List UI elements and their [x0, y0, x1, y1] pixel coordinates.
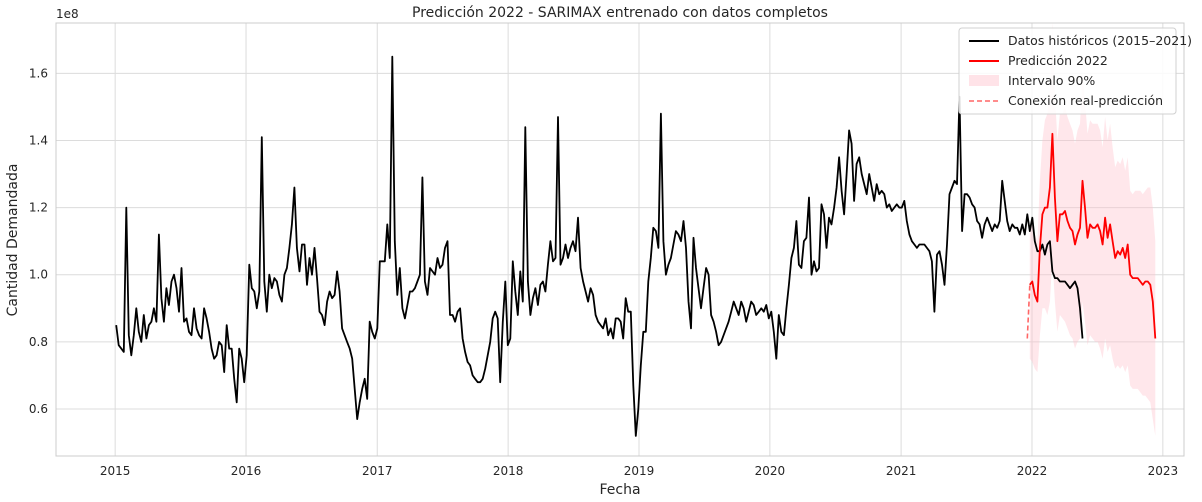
legend-label-historical: Datos históricos (2015–2021)	[1008, 33, 1192, 48]
forecast-line	[1029, 132, 1157, 339]
x-tick-label: 2022	[1017, 464, 1048, 478]
x-tick-label: 2016	[231, 464, 262, 478]
x-axis-label: Fecha	[599, 482, 640, 498]
legend: Datos históricos (2015–2021) Predicción …	[958, 27, 1192, 115]
legend-label-forecast: Predicción 2022	[1008, 53, 1108, 68]
y-tick-label: 0.8	[29, 335, 48, 349]
x-tick-label: 2018	[493, 464, 524, 478]
chart-title: Predicción 2022 - SARIMAX entrenado con …	[412, 5, 828, 21]
y-tick-label: 1.4	[29, 133, 48, 147]
legend-label-interval: Intervalo 90%	[1008, 73, 1095, 88]
y-tick-labels: 0.6 0.8 1.0 1.2 1.4 1.6	[29, 66, 48, 416]
x-tick-label: 2019	[624, 464, 655, 478]
confidence-band-group	[1029, 23, 1156, 436]
x-tick-label: 2017	[362, 464, 393, 478]
y-tick-label: 1.0	[29, 268, 48, 282]
x-tick-labels: 2015 2016 2017 2018 2019 2020 2021 2022 2023	[100, 464, 1178, 478]
y-tick-label: 1.6	[29, 66, 48, 80]
legend-label-connection: Conexión real-predicción	[1008, 93, 1163, 108]
confidence-band	[1029, 23, 1156, 436]
y-tick-label: 1.2	[29, 201, 48, 215]
plot-frame	[55, 22, 1185, 457]
y-tick-label: 0.6	[29, 402, 48, 416]
connection-line	[1026, 284, 1031, 339]
x-tick-label: 2021	[886, 464, 917, 478]
legend-box	[958, 27, 1177, 115]
historical-line	[115, 55, 1084, 437]
x-tick-label: 2015	[100, 464, 131, 478]
x-tick-label: 2020	[755, 464, 786, 478]
y-offset-label: 1e8	[56, 7, 79, 21]
series-lines-group	[115, 55, 1157, 437]
legend-swatch-interval	[969, 75, 999, 86]
y-axis-label: Cantidad Demandada	[5, 164, 21, 317]
x-tick-label: 2023	[1148, 464, 1179, 478]
